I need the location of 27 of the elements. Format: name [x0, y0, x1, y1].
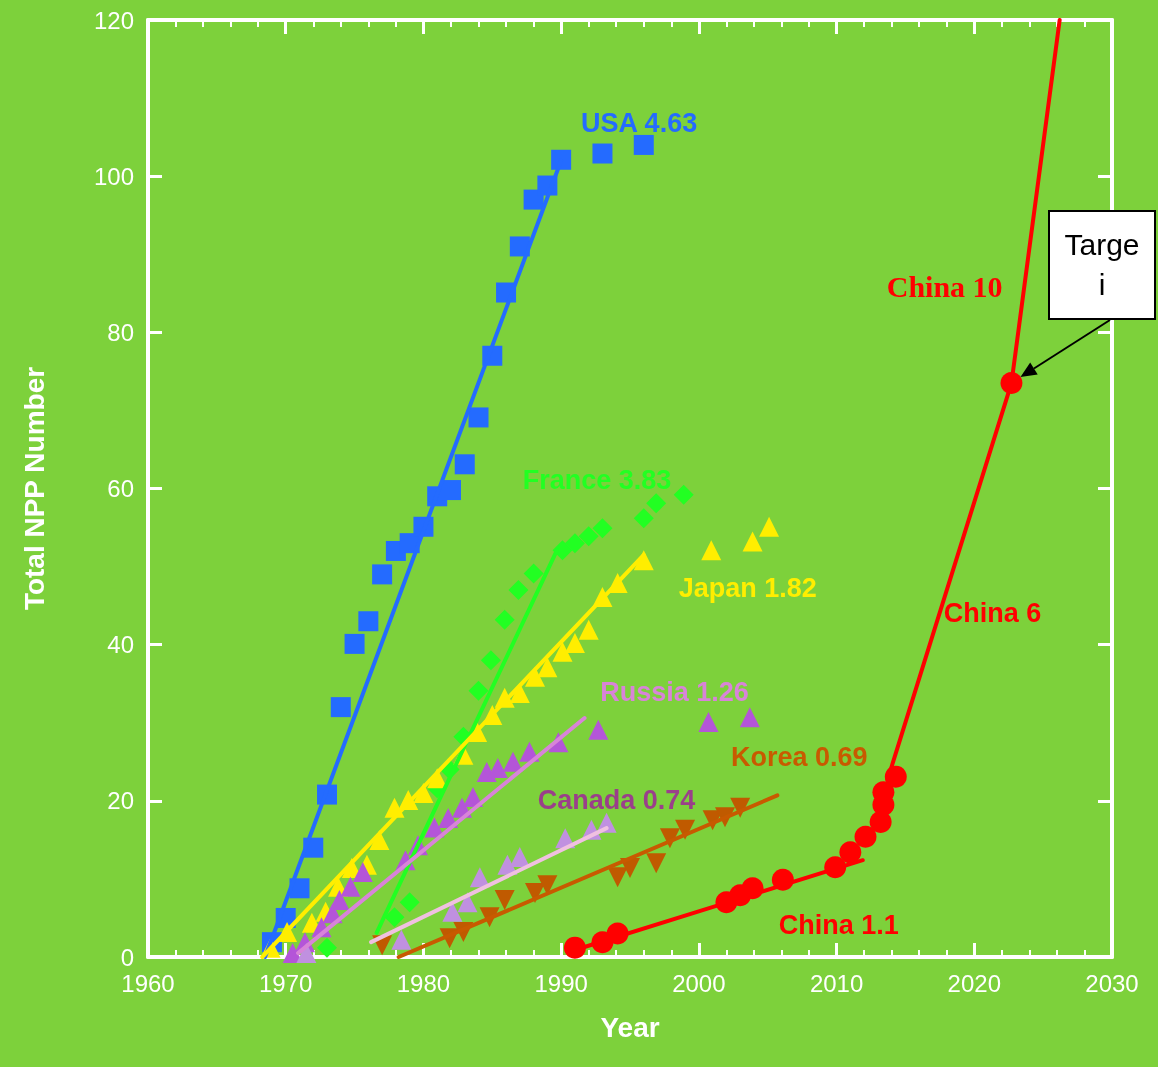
x-tick-label: 1960 [121, 969, 175, 997]
series-label: China 6 [943, 598, 1042, 629]
series-label: Korea 0.69 [731, 742, 868, 773]
x-tick-label: 1990 [534, 969, 588, 997]
series-label: Canada 0.74 [537, 785, 696, 816]
x-tick-label: 2030 [1085, 969, 1139, 997]
y-tick-label: 100 [93, 162, 134, 190]
x-tick-label: 1970 [259, 969, 313, 997]
series-label: Russia 1.26 [600, 677, 749, 708]
x-tick-label: 2000 [672, 969, 726, 997]
x-tick-label: 1980 [396, 969, 451, 997]
y-tick-label: 80 [107, 318, 134, 346]
y-tick-label: 120 [93, 6, 134, 34]
x-axis-title: Year [600, 1011, 660, 1043]
series-label: China 1.1 [778, 910, 899, 941]
y-tick-label: 60 [107, 475, 134, 502]
series-label: USA 4.63 [581, 107, 698, 138]
y-tick-label: 0 [120, 943, 134, 971]
x-tick-label: 2020 [947, 969, 1001, 997]
y-axis-title: Total NPP Number [18, 366, 50, 611]
series-label: China 10 [886, 269, 1003, 303]
y-tick-label: 40 [107, 631, 134, 659]
y-tick-label: 20 [107, 787, 134, 815]
text: France 3.83 [522, 465, 672, 496]
x-tick-label: 2010 [809, 969, 864, 997]
annotation: Targe i [1048, 210, 1156, 320]
series-label: Japan 1.82 [678, 572, 817, 603]
